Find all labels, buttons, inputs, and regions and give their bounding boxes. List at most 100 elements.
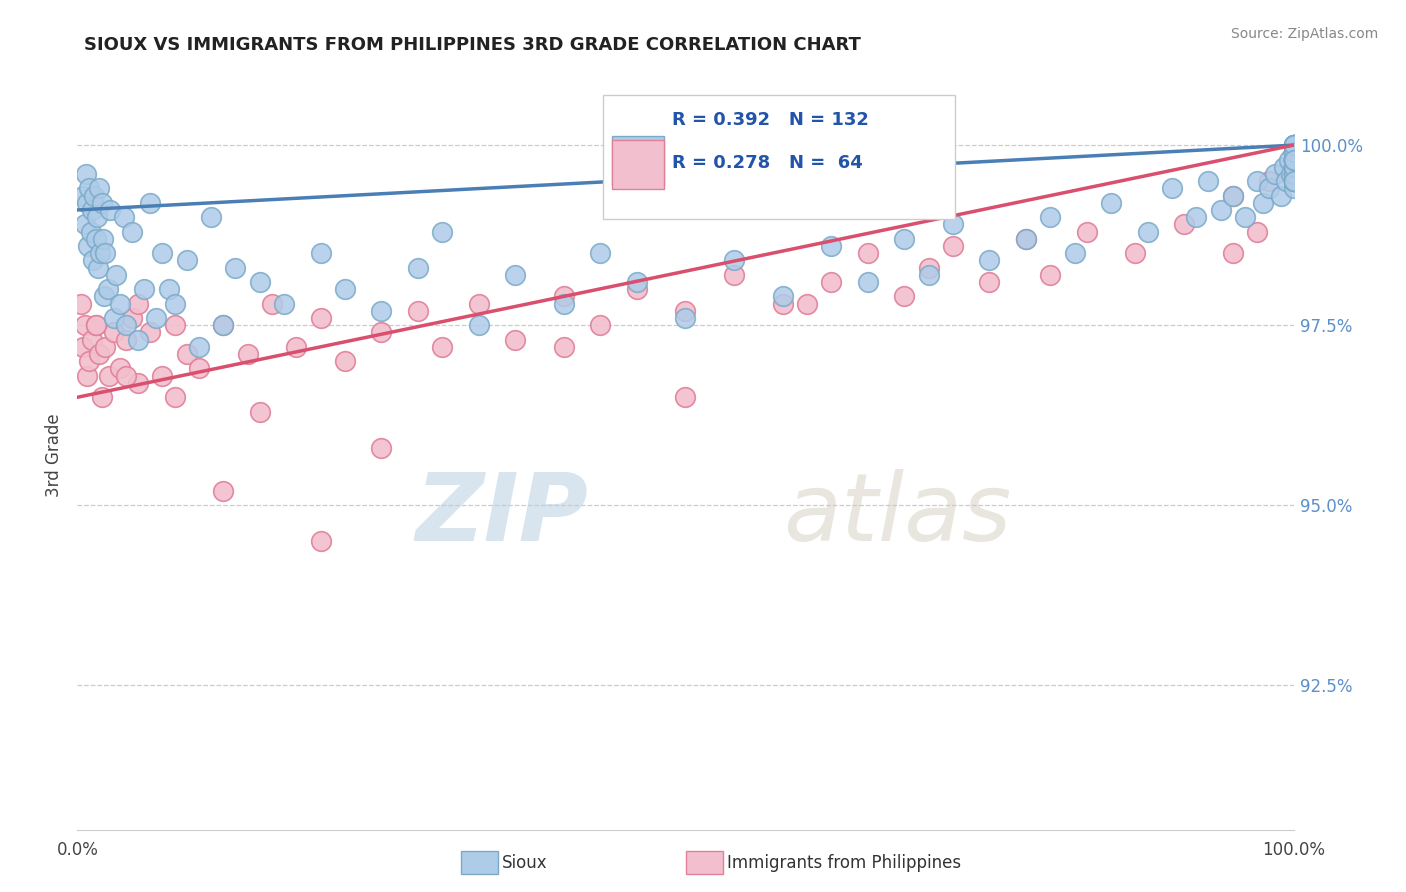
Point [1282, 138, 1305, 153]
Point [1282, 160, 1305, 174]
FancyBboxPatch shape [603, 95, 956, 219]
Point [1282, 145, 1305, 160]
Point [796, 296, 818, 310]
Point [1275, 174, 1298, 188]
Point [1264, 167, 1286, 181]
Point [1063, 246, 1085, 260]
Point [97, 368, 120, 383]
Point [856, 246, 879, 260]
Point [87, 260, 110, 275]
Point [1282, 160, 1305, 174]
FancyBboxPatch shape [613, 140, 664, 189]
Point [260, 296, 283, 310]
Point [1282, 145, 1305, 160]
Point [80, 333, 103, 347]
Point [1282, 153, 1305, 167]
Point [675, 390, 697, 404]
Point [1282, 145, 1305, 160]
Point [1282, 145, 1305, 160]
Point [1282, 160, 1305, 174]
Point [406, 303, 429, 318]
Point [553, 296, 575, 310]
Point [1258, 181, 1281, 195]
Point [1282, 153, 1305, 167]
Point [430, 340, 453, 354]
Point [84, 232, 107, 246]
Point [1282, 138, 1305, 153]
Point [98, 202, 121, 217]
Point [1185, 210, 1208, 224]
Point [108, 296, 131, 310]
Point [145, 311, 167, 326]
Point [224, 260, 246, 275]
Point [772, 296, 794, 310]
Point [1222, 188, 1244, 202]
Point [86, 210, 108, 224]
Point [212, 318, 235, 333]
Point [163, 390, 186, 404]
Point [94, 246, 117, 260]
Point [273, 296, 295, 310]
Point [1076, 225, 1098, 239]
Point [589, 246, 612, 260]
Point [675, 303, 697, 318]
Point [1282, 160, 1305, 174]
Point [163, 296, 186, 310]
Point [188, 361, 211, 376]
Point [94, 340, 117, 354]
Point [90, 195, 112, 210]
Point [723, 268, 745, 282]
Point [103, 311, 125, 326]
Point [1272, 160, 1295, 174]
Point [1282, 153, 1305, 167]
Point [112, 210, 135, 224]
Point [176, 347, 198, 361]
Point [1246, 174, 1268, 188]
Point [1209, 202, 1232, 217]
Point [72, 340, 94, 354]
Point [942, 239, 965, 253]
Point [1282, 174, 1305, 188]
Point [83, 188, 105, 202]
Point [79, 181, 101, 195]
Point [1282, 160, 1305, 174]
Point [79, 354, 101, 368]
Point [772, 289, 794, 303]
Point [1282, 138, 1305, 153]
Y-axis label: 3rd Grade: 3rd Grade [45, 413, 63, 497]
Point [76, 368, 98, 383]
Point [1282, 153, 1305, 167]
Point [467, 318, 489, 333]
Point [406, 260, 429, 275]
Point [91, 232, 114, 246]
Text: R = 0.278   N =  64: R = 0.278 N = 64 [672, 153, 863, 171]
Point [82, 253, 104, 268]
Point [84, 318, 107, 333]
Point [309, 311, 332, 326]
Point [139, 195, 162, 210]
Point [309, 246, 332, 260]
Point [893, 289, 915, 303]
Point [1282, 181, 1305, 195]
Point [1282, 174, 1305, 188]
Point [1282, 174, 1305, 188]
Point [84, 318, 107, 333]
Point [503, 268, 526, 282]
Point [1282, 153, 1305, 167]
Point [249, 405, 271, 419]
Text: Source: ZipAtlas.com: Source: ZipAtlas.com [1230, 27, 1378, 41]
Point [333, 282, 356, 296]
Point [115, 333, 138, 347]
Text: atlas: atlas [783, 469, 1011, 560]
Point [1282, 145, 1305, 160]
Point [1282, 153, 1305, 167]
Point [93, 289, 115, 303]
Point [1161, 181, 1184, 195]
Point [103, 326, 125, 340]
Point [1246, 225, 1268, 239]
Point [1282, 138, 1305, 153]
Point [73, 218, 96, 232]
Point [115, 368, 138, 383]
Point [1039, 268, 1062, 282]
Point [108, 361, 131, 376]
